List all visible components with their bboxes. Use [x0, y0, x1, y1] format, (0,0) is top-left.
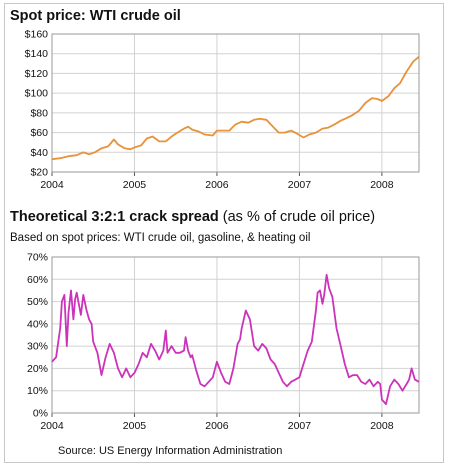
bottom-chart-title-main: Theoretical 3:2:1 crack spread: [10, 209, 219, 225]
price-ytick-label: $100: [25, 88, 49, 100]
spread-xtick-label: 2004: [40, 420, 64, 432]
spread-ytick-label: 20%: [27, 363, 48, 375]
spread-xtick-label: 2007: [288, 420, 312, 432]
price-xtick-label: 2005: [123, 179, 147, 191]
price-ytick-label: $60: [30, 127, 48, 139]
spread-chart: 0% 10% 20% 30% 40% 50% 60% 70% 2004 2005 2006 2007 2…: [27, 252, 420, 432]
spread-plot-area: [51, 256, 420, 414]
price-xtick-label: 2008: [370, 179, 394, 191]
price-xtick-label: 2006: [205, 179, 229, 191]
price-ytick-label: $140: [25, 48, 49, 60]
spread-ytick-label: 10%: [27, 385, 48, 397]
price-ytick-label: $120: [25, 68, 49, 80]
spread-ytick-label: 50%: [27, 296, 48, 308]
spread-xtick-label: 2008: [370, 420, 394, 432]
spread-xtick-label: 2006: [205, 420, 229, 432]
bottom-chart-title: Theoretical 3:2:1 crack spread (as % of …: [10, 209, 375, 225]
figure-frame: [4, 3, 444, 463]
price-ytick-label: $20: [30, 167, 48, 179]
spread-ytick-label: 60%: [27, 274, 48, 286]
spread-ytick-label: 30%: [27, 341, 48, 353]
price-ytick-label: $160: [25, 29, 49, 41]
spread-ytick-label: 40%: [27, 318, 48, 330]
price-ytick-label: $80: [30, 107, 48, 119]
spread-ytick-label: 0%: [33, 408, 48, 420]
price-series-line: [51, 56, 420, 161]
bottom-chart-title-suffix: (as % of crude oil price): [222, 209, 376, 225]
price-ytick-label: $40: [30, 147, 48, 159]
price-chart: $20 $40 $60 $80 $100 $120 $140 $160 2004 2005 2006…: [25, 29, 420, 191]
price-xtick-label: 2004: [40, 179, 64, 191]
spread-ytick-label: 70%: [27, 252, 48, 264]
source-note: Source: US Energy Information Administra…: [58, 445, 283, 457]
price-xtick-label: 2007: [288, 179, 312, 191]
bottom-chart-subtitle: Based on spot prices: WTI crude oil, gas…: [10, 232, 311, 244]
price-plot-area: [51, 33, 420, 173]
spread-series-line: [51, 273, 420, 405]
top-chart-title: Spot price: WTI crude oil: [10, 8, 181, 24]
spread-xtick-label: 2005: [123, 420, 147, 432]
